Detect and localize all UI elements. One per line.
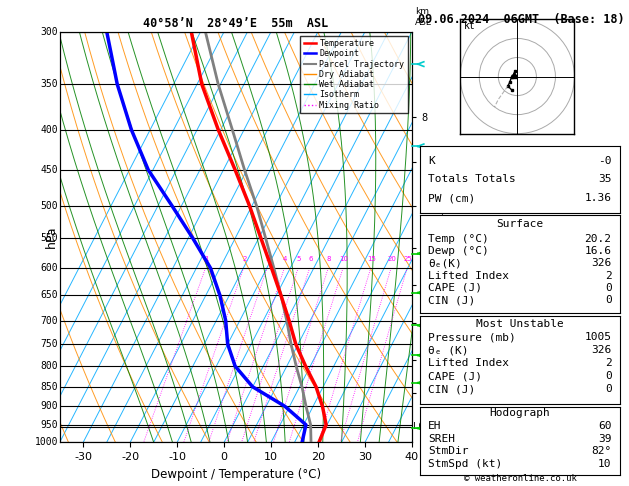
Text: 700: 700 [40,315,58,326]
Text: 39: 39 [598,434,611,444]
Text: Lifted Index: Lifted Index [428,271,509,281]
Text: 16.6: 16.6 [584,246,611,256]
Text: PW (cm): PW (cm) [428,193,476,203]
Text: 2: 2 [605,358,611,368]
Text: 6: 6 [308,256,313,262]
Text: 0: 0 [605,371,611,382]
Y-axis label: Mixing Ratio (g/kg): Mixing Ratio (g/kg) [434,191,444,283]
Text: Most Unstable: Most Unstable [476,319,564,329]
Text: 35: 35 [598,174,611,184]
Text: kt: kt [464,21,476,31]
Text: Surface: Surface [496,219,543,229]
Text: 4: 4 [283,256,287,262]
Text: 2: 2 [605,271,611,281]
Text: 1: 1 [204,256,209,262]
Text: 500: 500 [40,201,58,211]
Text: 8: 8 [327,256,331,262]
Text: StmDir: StmDir [428,447,469,456]
Legend: Temperature, Dewpoint, Parcel Trajectory, Dry Adiabat, Wet Adiabat, Isotherm, Mi: Temperature, Dewpoint, Parcel Trajectory… [300,36,408,113]
Text: 0: 0 [605,283,611,293]
Title: 40°58’N  28°49’E  55m  ASL: 40°58’N 28°49’E 55m ASL [143,17,328,31]
Text: θₑ(K): θₑ(K) [428,259,462,268]
Text: © weatheronline.co.uk: © weatheronline.co.uk [464,474,577,483]
Text: 10: 10 [340,256,348,262]
Text: EH: EH [428,421,442,431]
Text: StmSpd (kt): StmSpd (kt) [428,459,503,469]
Text: 400: 400 [40,125,58,135]
Text: 600: 600 [40,263,58,273]
Text: 5: 5 [297,256,301,262]
Text: 300: 300 [40,27,58,36]
Text: 1000: 1000 [35,437,58,447]
Text: 25: 25 [404,256,413,262]
Text: CIN (J): CIN (J) [428,295,476,305]
Text: 82°: 82° [591,447,611,456]
Text: 550: 550 [40,233,58,243]
Text: 20.2: 20.2 [584,234,611,244]
Text: 09.06.2024  06GMT  (Base: 18): 09.06.2024 06GMT (Base: 18) [418,13,625,26]
Text: 60: 60 [598,421,611,431]
Text: 0: 0 [605,384,611,395]
Text: 450: 450 [40,165,58,175]
Text: 350: 350 [40,79,58,89]
Text: 15: 15 [367,256,376,262]
Text: CAPE (J): CAPE (J) [428,283,482,293]
Text: SREH: SREH [428,434,455,444]
Text: 750: 750 [40,339,58,349]
Text: 1.36: 1.36 [584,193,611,203]
Text: Lifted Index: Lifted Index [428,358,509,368]
Text: 20: 20 [387,256,396,262]
Text: 950: 950 [40,420,58,430]
Text: 3: 3 [266,256,270,262]
Text: km
ASL: km ASL [415,7,432,27]
Text: 0: 0 [605,295,611,305]
Text: 800: 800 [40,361,58,371]
Text: Dewp (°C): Dewp (°C) [428,246,489,256]
Text: 650: 650 [40,290,58,300]
Text: 900: 900 [40,401,58,411]
Text: Pressure (mb): Pressure (mb) [428,332,516,342]
Text: CAPE (J): CAPE (J) [428,371,482,382]
Text: 10: 10 [598,459,611,469]
Text: 2: 2 [242,256,247,262]
X-axis label: Dewpoint / Temperature (°C): Dewpoint / Temperature (°C) [151,468,321,481]
Text: -0: -0 [598,156,611,166]
Text: θₑ (K): θₑ (K) [428,345,469,355]
Text: 326: 326 [591,345,611,355]
Text: 850: 850 [40,382,58,392]
Text: LCL: LCL [413,422,429,431]
Text: 1005: 1005 [584,332,611,342]
Y-axis label: hPa: hPa [45,226,58,248]
Text: Hodograph: Hodograph [489,408,550,418]
Text: K: K [428,156,435,166]
Text: Totals Totals: Totals Totals [428,174,516,184]
Text: CIN (J): CIN (J) [428,384,476,395]
Text: 326: 326 [591,259,611,268]
Text: Temp (°C): Temp (°C) [428,234,489,244]
